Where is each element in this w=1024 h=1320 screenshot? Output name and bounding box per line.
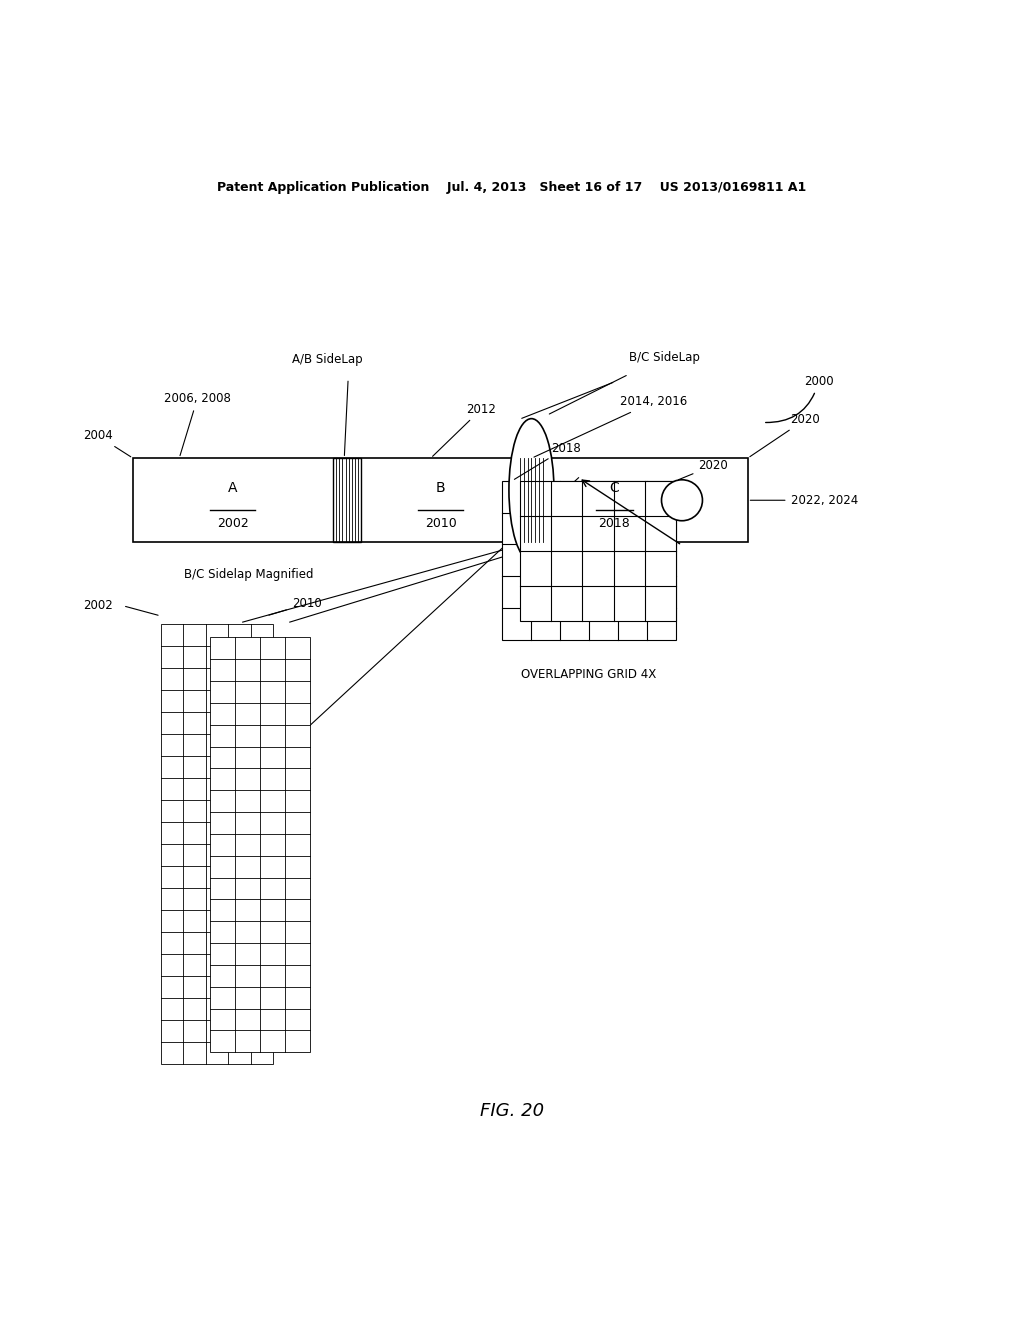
Bar bbox=[133, 458, 748, 543]
Text: 2004: 2004 bbox=[83, 429, 131, 457]
Text: C: C bbox=[609, 480, 620, 495]
Text: B/C SideLap: B/C SideLap bbox=[629, 351, 699, 364]
Text: A: A bbox=[228, 480, 238, 495]
Bar bbox=[210, 638, 310, 1052]
Text: 2000: 2000 bbox=[766, 375, 834, 422]
Text: 2010: 2010 bbox=[269, 597, 322, 615]
Text: OVERLAPPING GRID 4X: OVERLAPPING GRID 4X bbox=[521, 668, 656, 681]
Text: 2020: 2020 bbox=[679, 459, 728, 479]
Ellipse shape bbox=[509, 418, 554, 561]
Text: A/B SideLap: A/B SideLap bbox=[293, 354, 362, 366]
Text: 2002: 2002 bbox=[83, 599, 113, 612]
Bar bbox=[161, 624, 273, 1064]
Circle shape bbox=[662, 479, 702, 520]
Text: B: B bbox=[436, 480, 445, 495]
Bar bbox=[520, 480, 676, 622]
Text: B/C Sidelap Magnified: B/C Sidelap Magnified bbox=[184, 568, 313, 581]
Text: 2018: 2018 bbox=[598, 517, 631, 531]
Bar bbox=[502, 480, 676, 639]
Text: 2002: 2002 bbox=[217, 517, 249, 531]
Bar bbox=[333, 458, 361, 543]
Text: 2014, 2016: 2014, 2016 bbox=[534, 396, 687, 457]
Text: 2020: 2020 bbox=[750, 413, 820, 457]
Text: 2022, 2024: 2022, 2024 bbox=[751, 494, 858, 507]
Text: Patent Application Publication    Jul. 4, 2013   Sheet 16 of 17    US 2013/01698: Patent Application Publication Jul. 4, 2… bbox=[217, 181, 807, 194]
Text: 2010: 2010 bbox=[425, 517, 457, 531]
Text: 2012: 2012 bbox=[432, 403, 497, 457]
Text: 2006, 2008: 2006, 2008 bbox=[164, 392, 230, 455]
Text: FIG. 20: FIG. 20 bbox=[480, 1102, 544, 1119]
Text: 2018: 2018 bbox=[514, 441, 581, 479]
